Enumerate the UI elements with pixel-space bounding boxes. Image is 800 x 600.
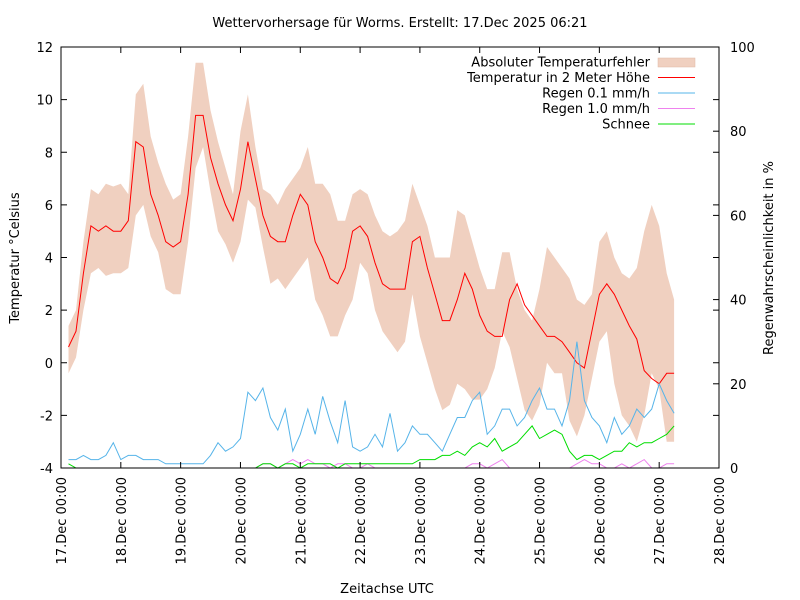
x-tick-label: 27.Dec 00:00 <box>653 477 668 564</box>
series-band-absoluter-temperaturfehler <box>68 62 675 442</box>
x-tick-label: 28.Dec 00:00 <box>713 477 728 564</box>
x-tick-label: 20.Dec 00:00 <box>234 477 249 564</box>
y-tick-label: -4 <box>40 462 53 477</box>
x-tick-label: 26.Dec 00:00 <box>593 477 608 564</box>
y2-tick-label: 100 <box>730 41 755 56</box>
series-line-regen-0-1-mm-h <box>68 341 675 465</box>
y2-tick-label: 80 <box>730 125 747 140</box>
series-line-temperatur-in-2-meter-h-he <box>68 114 675 385</box>
x-tick-label: 25.Dec 00:00 <box>534 477 549 564</box>
y2-tick-label: 60 <box>730 209 747 224</box>
y-tick-label: 4 <box>45 252 53 267</box>
y-tick-label: 12 <box>36 41 53 56</box>
chart-title: Wettervorhersage für Worms. Erstellt: 17… <box>212 16 587 31</box>
y2-axis-label: Regenwahrscheinlichkeit in % <box>762 161 777 355</box>
y-tick-label: 6 <box>45 199 53 214</box>
legend-swatch-absoluter-temperaturfehler <box>657 57 696 68</box>
y-tick-label: 2 <box>45 304 53 319</box>
series-line-schnee <box>68 425 675 469</box>
x-axis-label: Zeitachse UTC <box>340 582 434 597</box>
x-tick-label: 18.Dec 00:00 <box>115 477 130 564</box>
x-tick-label: 17.Dec 00:00 <box>55 477 70 564</box>
y-tick-label: -2 <box>40 409 53 424</box>
legend-label-temperatur-in-2-meter-h-he: Temperatur in 2 Meter Höhe <box>466 71 650 86</box>
x-tick-label: 21.Dec 00:00 <box>294 477 309 564</box>
legend-label-absoluter-temperaturfehler: Absoluter Temperaturfehler <box>471 56 650 71</box>
x-tick-label: 24.Dec 00:00 <box>474 477 489 564</box>
y2-tick-label: 40 <box>730 294 747 309</box>
y-tick-label: 0 <box>45 357 53 372</box>
x-tick-label: 19.Dec 00:00 <box>175 477 190 564</box>
y-axis-label: Temperatur °Celsius <box>8 192 23 325</box>
y2-tick-label: 20 <box>730 378 747 393</box>
legend-label-regen-0-1-mm-h: Regen 0.1 mm/h <box>542 87 650 102</box>
legend-label-schnee: Schnee <box>602 118 650 133</box>
x-tick-label: 23.Dec 00:00 <box>414 477 429 564</box>
y-tick-label: 10 <box>36 94 53 109</box>
y-tick-label: 8 <box>45 146 53 161</box>
legend-label-regen-1-0-mm-h: Regen 1.0 mm/h <box>542 102 650 117</box>
x-tick-label: 22.Dec 00:00 <box>354 477 369 564</box>
y2-tick-label: 0 <box>730 462 738 477</box>
